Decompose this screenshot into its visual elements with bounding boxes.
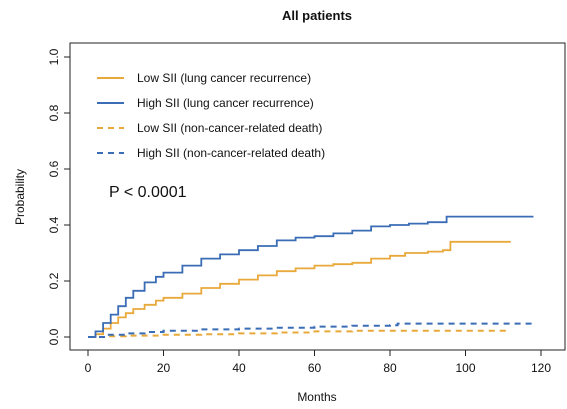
plot-frame bbox=[69, 42, 566, 351]
y-tick-label: 0.8 bbox=[47, 104, 61, 121]
y-tick-label: 0.2 bbox=[47, 272, 61, 289]
x-tick-label: 100 bbox=[455, 361, 475, 375]
axes: 0 20 40 60 80 100 120 0.0 0.2 0.4 0.6 0.8 1.0 bbox=[47, 42, 566, 375]
y-tick-label: 0.0 bbox=[47, 328, 61, 345]
y-axis-label: Probability bbox=[13, 169, 27, 225]
x-tick-label: 40 bbox=[232, 361, 246, 375]
y-tick-label: 0.4 bbox=[47, 216, 61, 233]
series-line-4 bbox=[88, 322, 534, 338]
y-tick-label: 1.0 bbox=[47, 48, 61, 65]
legend-label-2: High SII (lung cancer recurrence) bbox=[137, 96, 314, 110]
x-tick-label: 120 bbox=[531, 361, 551, 375]
x-tick-label: 60 bbox=[308, 361, 322, 375]
x-tick-label: 0 bbox=[85, 361, 92, 375]
legend-label-4: High SII (non-cancer-related death) bbox=[137, 146, 325, 160]
x-tick-label: 80 bbox=[383, 361, 397, 375]
series-line-2 bbox=[88, 215, 534, 338]
y-tick-label: 0.6 bbox=[47, 160, 61, 177]
p-value-annotation: P < 0.0001 bbox=[109, 184, 187, 201]
legend: Low SII (lung cancer recurrence) High SII… bbox=[97, 71, 325, 160]
series-line-3 bbox=[88, 329, 511, 338]
x-axis-label: Months bbox=[297, 390, 336, 404]
chart-title: All patients bbox=[282, 8, 352, 23]
legend-label-1: Low SII (lung cancer recurrence) bbox=[137, 71, 311, 85]
series-line-1 bbox=[88, 240, 511, 338]
x-tick-label: 20 bbox=[157, 361, 171, 375]
legend-label-3: Low SII (non-cancer-related death) bbox=[137, 121, 322, 135]
plot-lines bbox=[88, 215, 534, 338]
